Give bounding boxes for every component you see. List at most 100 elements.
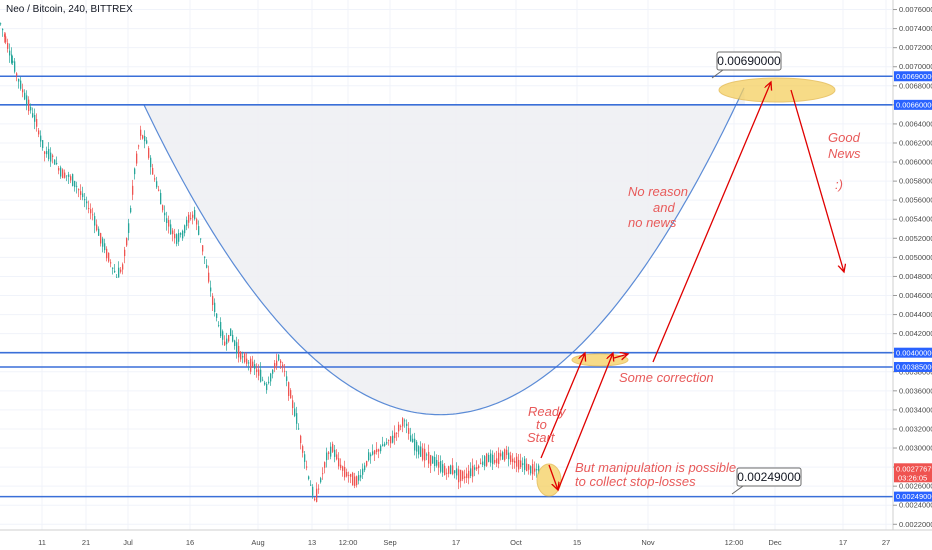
- y-tick-label: 0.00760000: [899, 5, 932, 14]
- candle-body: [2, 28, 4, 31]
- candle-body: [206, 264, 208, 268]
- candle-body: [58, 168, 60, 171]
- price-axis[interactable]: 0.00760000 0.00740000 0.00720000 0.00700000…: [892, 0, 932, 550]
- arrow-ready-to-start: [540, 353, 585, 459]
- candle-body: [88, 208, 90, 210]
- candle-body: [152, 167, 154, 175]
- x-tick-label: 13: [308, 538, 316, 547]
- candle-body: [444, 465, 446, 475]
- annotation-manipulation-2: to collect stop-losses: [575, 474, 696, 489]
- candle-body: [86, 201, 88, 204]
- time-axis[interactable]: 11 21 Jul 16 Aug 13 12:00 Sep 17 Oct 15 Nov 12:00 Dec…: [0, 529, 932, 547]
- candle-body: [452, 465, 454, 475]
- y-tick-label: 0.00540000: [899, 215, 932, 224]
- candle-body: [426, 454, 428, 456]
- candle-body: [144, 135, 146, 142]
- candle-body: [450, 465, 452, 474]
- candle-body: [504, 449, 506, 461]
- y-tick-label: 0.00720000: [899, 43, 932, 52]
- candle-body: [368, 452, 370, 461]
- horizontal-levels[interactable]: [0, 75, 893, 498]
- candle-body: [364, 465, 366, 471]
- candle-body: [482, 461, 484, 465]
- candle-body: [530, 466, 532, 474]
- candle-body: [26, 95, 28, 106]
- candle-body: [126, 238, 128, 246]
- candle-body: [196, 219, 198, 225]
- candle-body: [76, 185, 78, 187]
- candle-body: [204, 256, 206, 259]
- candle-body: [216, 313, 218, 318]
- candle-body: [186, 220, 188, 227]
- y-tick-label: 0.00260000: [899, 482, 932, 491]
- level-axis-tag: [894, 361, 932, 372]
- candle-body: [434, 457, 436, 467]
- candle-body: [250, 358, 252, 372]
- candle-body: [266, 383, 268, 391]
- level-axis-label: 0.00660000: [896, 100, 932, 109]
- candle-body: [158, 189, 160, 191]
- cup-fill: [144, 87, 745, 415]
- candle-body: [48, 148, 50, 160]
- candle-body: [116, 276, 118, 278]
- candle-body: [44, 151, 46, 154]
- candle-body: [392, 435, 394, 443]
- candle-body: [0, 23, 2, 25]
- candle-body: [462, 471, 464, 480]
- candle-body: [366, 460, 368, 466]
- y-tick-label: 0.00320000: [899, 424, 932, 433]
- candle-body: [350, 473, 352, 477]
- candle-body: [4, 34, 6, 37]
- candle-body: [322, 473, 324, 475]
- candle-body: [314, 498, 316, 501]
- candle-body: [42, 140, 44, 149]
- level-axis-label: 0.00400000: [896, 348, 932, 357]
- candle-body: [214, 302, 216, 312]
- candle-body: [488, 454, 490, 462]
- candle-body: [28, 99, 30, 112]
- current-price-label: 0.00277679: [896, 464, 932, 473]
- candle-body: [264, 382, 266, 385]
- candle-body: [248, 362, 250, 364]
- x-tick-label: 12:00: [725, 538, 744, 547]
- candle-body: [252, 361, 254, 367]
- candle-body: [496, 458, 498, 464]
- candle-body: [146, 140, 148, 144]
- candle-body: [232, 334, 234, 342]
- candle-body: [346, 472, 348, 477]
- candle-body: [396, 432, 398, 434]
- y-tick-label: 0.00640000: [899, 119, 932, 128]
- current-price-tag: [894, 463, 932, 483]
- candle-body: [454, 470, 456, 474]
- candle-body: [90, 209, 92, 214]
- candle-body: [536, 469, 538, 471]
- price-callouts: 0.00690000 0.00249000: [711, 51, 802, 495]
- candle-body: [52, 155, 54, 158]
- x-tick-label: 17: [452, 538, 460, 547]
- candle-body: [456, 468, 458, 476]
- candle-body: [344, 466, 346, 478]
- candle-body: [500, 453, 502, 457]
- candle-body: [288, 382, 290, 396]
- candle-body: [9, 50, 11, 56]
- candle-body: [38, 130, 40, 135]
- candle-body: [420, 446, 422, 457]
- candle-body: [372, 451, 374, 455]
- candle-body: [428, 451, 430, 464]
- y-tick-label: 0.00740000: [899, 24, 932, 33]
- candle-body: [308, 476, 310, 479]
- candle-body: [130, 207, 132, 213]
- candle-body: [448, 466, 450, 474]
- candle-body: [166, 218, 168, 224]
- candle-body: [506, 449, 508, 455]
- candle-body: [60, 167, 62, 177]
- candle-body: [168, 220, 170, 227]
- candle-body: [120, 269, 122, 272]
- candle-body: [270, 373, 272, 382]
- candle-body: [72, 174, 74, 186]
- candle-body: [326, 452, 328, 461]
- x-tick-label: 27: [882, 538, 890, 547]
- candle-body: [96, 224, 98, 231]
